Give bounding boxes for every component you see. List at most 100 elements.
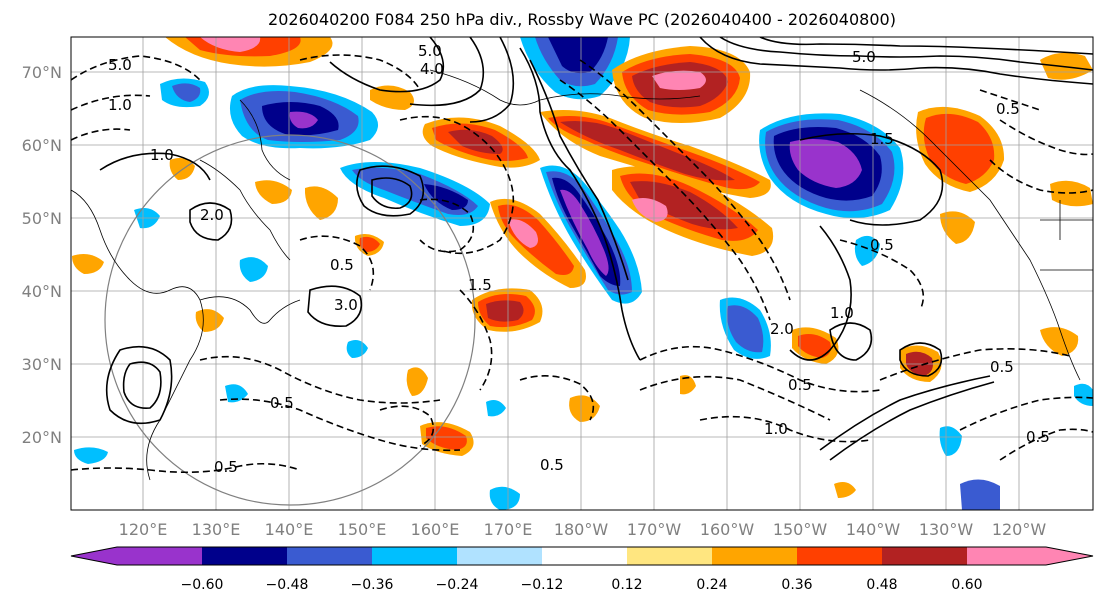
contour-label: 1.5	[870, 130, 894, 148]
longitude-label: 130°E	[192, 520, 241, 539]
map-frame	[70, 36, 1094, 511]
contour-label: 0.5	[996, 100, 1020, 118]
positive-anomaly-area	[652, 70, 706, 90]
colorbar-tick-label: 0.60	[951, 577, 982, 593]
contour-label: 2.0	[770, 320, 794, 338]
colorbar-tick-label: −0.48	[266, 577, 309, 593]
contour-label: 3.0	[334, 296, 358, 314]
positive-anomaly-area	[680, 375, 696, 395]
colorbar-tick-label: 0.24	[696, 577, 727, 593]
colorbar-segment	[457, 547, 543, 565]
negative-anomaly-area	[172, 83, 201, 102]
negative-anomaly-area	[346, 340, 368, 358]
positive-anomaly-area	[200, 37, 261, 52]
colorbar-segment	[627, 547, 713, 565]
longitude-axis: 120°E 130°E 140°E 150°E 160°E 170°E 180°…	[119, 520, 1047, 539]
colorbar-tick-label: 0.48	[866, 577, 897, 593]
colorbar-segment	[542, 547, 628, 565]
positive-anomaly-area	[798, 334, 831, 358]
latitude-label: 60°N	[22, 136, 62, 155]
positive-anomaly-area	[426, 426, 467, 450]
longitude-label: 170°E	[484, 520, 533, 539]
colorbar-tick-label: −0.12	[521, 577, 564, 593]
longitude-label: 180°W	[554, 520, 609, 539]
colorbar-segment	[797, 547, 883, 565]
negative-anomaly-area	[289, 111, 318, 129]
colorbar-segment	[202, 547, 288, 565]
longitude-label: 140°E	[265, 520, 314, 539]
positive-anomaly-area	[448, 129, 503, 154]
colorbar-segment	[967, 547, 1047, 565]
contour-label: 0.5	[214, 458, 238, 476]
colorbar-segment	[287, 547, 373, 565]
contour-label: 0.5	[1026, 428, 1050, 446]
negative-anomaly-area	[74, 447, 108, 464]
contour-label: 0.5	[330, 256, 354, 274]
negative-anomaly-area	[1074, 383, 1093, 406]
colorbar-tick-label: −0.60	[181, 577, 224, 593]
positive-anomaly-area	[560, 121, 735, 181]
contour-label: 1.0	[830, 304, 854, 322]
positive-anomaly-area	[304, 186, 338, 220]
figure-title: 2026040200 F084 250 hPa div., Rossby Wav…	[268, 10, 896, 29]
positive-anomaly-area	[359, 236, 380, 252]
latitude-label: 50°N	[22, 209, 62, 228]
latitude-axis: 70°N 60°N 50°N 40°N 30°N 20°N	[22, 63, 62, 447]
negative-anomaly-area	[789, 139, 862, 188]
positive-anomaly-area	[630, 181, 738, 230]
positive-contours	[99, 37, 1093, 461]
longitude-label: 160°W	[700, 520, 755, 539]
longitude-label: 160°E	[411, 520, 460, 539]
contour-label: 5.0	[418, 42, 442, 60]
longitude-label: 140°W	[846, 520, 901, 539]
longitude-label: 120°E	[119, 520, 168, 539]
contour-label: 1.0	[764, 420, 788, 438]
positive-anomaly-area	[72, 254, 104, 274]
graticule	[71, 37, 1093, 510]
positive-anomaly-area	[940, 211, 975, 244]
contour-label: 0.5	[788, 376, 812, 394]
contour-label-group: 5.0 4.0 5.0 1.0 1.0 2.0 3.0 0.5 1.5 0.5 …	[108, 42, 1050, 476]
longitude-label: 150°E	[338, 520, 387, 539]
colorbar-min-extension	[71, 547, 117, 565]
contour-label: 1.0	[108, 96, 132, 114]
negative-anomaly-area	[239, 257, 268, 282]
contour-label: 0.5	[870, 236, 894, 254]
colorbar-segment	[117, 547, 203, 565]
negative-anomaly-area	[560, 189, 609, 276]
negative-anomaly-area	[727, 305, 764, 353]
negative-anomaly-area	[960, 479, 1000, 510]
positive-anomaly-area	[255, 180, 292, 204]
longitude-label: 150°W	[773, 520, 828, 539]
negative-contours	[71, 54, 1093, 474]
longitude-label: 130°W	[919, 520, 974, 539]
negative-anomaly-area	[854, 235, 880, 266]
colorbar-tick-label: 0.12	[611, 577, 642, 593]
contour-label: 0.5	[540, 456, 564, 474]
positive-anomaly-area	[486, 300, 524, 322]
positive-anomaly-area	[406, 367, 428, 396]
longitude-label: 170°W	[627, 520, 682, 539]
contour-label: 4.0	[420, 60, 444, 78]
negative-anomaly-area	[225, 384, 248, 403]
contour-label: 5.0	[852, 48, 876, 66]
latitude-label: 30°N	[22, 355, 62, 374]
positive-anomaly-area	[834, 482, 856, 498]
reference-circle	[104, 134, 476, 506]
latitude-label: 40°N	[22, 282, 62, 301]
latitude-label: 70°N	[22, 63, 62, 82]
positive-anomaly-area	[923, 113, 995, 184]
colorbar-segment	[882, 547, 968, 565]
negative-anomaly-area	[489, 486, 520, 510]
positive-anomaly-area	[508, 219, 538, 248]
negative-anomaly-area	[939, 426, 962, 456]
colorbar-tick-label: −0.24	[436, 577, 479, 593]
contour-label: 0.5	[270, 394, 294, 412]
colorbar-outline	[70, 546, 1094, 566]
negative-anomaly-area	[548, 37, 608, 74]
map-panel: 5.0 4.0 5.0 1.0 1.0 2.0 3.0 0.5 1.5 0.5 …	[70, 36, 1094, 511]
colorbar: −0.60 −0.48 −0.36 −0.24 −0.12 0.12 0.24 …	[70, 546, 1094, 593]
colorbar-tick-label: −0.36	[351, 577, 394, 593]
positive-anomaly-area	[632, 198, 668, 222]
